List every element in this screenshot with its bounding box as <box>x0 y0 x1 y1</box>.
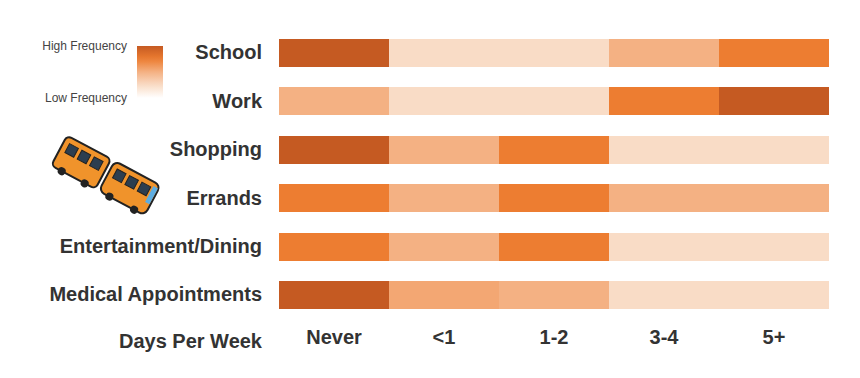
heatmap-cell <box>279 87 390 115</box>
bus-window <box>137 182 151 196</box>
bus-car <box>51 136 111 189</box>
heatmap-cell <box>279 184 390 212</box>
heatmap-cell <box>719 87 829 115</box>
heatmap-cell <box>719 39 829 67</box>
bus-window <box>125 176 139 190</box>
bus-window <box>90 157 104 171</box>
heatmap-cell <box>279 136 390 164</box>
bus-window <box>113 169 127 183</box>
y-tick: Shopping <box>170 138 262 160</box>
x-tick: 1-2 <box>540 326 569 348</box>
x-tick-label: <1 <box>433 326 456 348</box>
heatmap-cell <box>719 281 829 309</box>
x-tick: 3-4 <box>650 326 680 348</box>
x-tick-label: Never <box>306 326 362 348</box>
heatmap-cell <box>389 136 500 164</box>
heatmap-cell <box>499 136 610 164</box>
y-tick-label: Shopping <box>170 138 262 160</box>
heatmap-cell <box>279 39 390 67</box>
chart: School Work Shopping Errands Entertainment/D… <box>0 0 860 378</box>
colorbar-tick: Low Frequency <box>45 91 127 105</box>
bus-window <box>77 150 91 164</box>
y-tick-label: Medical Appointments <box>49 283 262 305</box>
y-tick: Work <box>212 90 263 112</box>
x-tick: <1 <box>433 326 456 348</box>
x-tick-label: 1-2 <box>540 326 569 348</box>
y-tick: Errands <box>186 187 262 209</box>
heatmap-cell <box>499 87 610 115</box>
heatmap-cell <box>609 281 720 309</box>
cells <box>279 39 829 309</box>
bus-wheel <box>56 166 67 177</box>
heatmap-cell <box>499 184 610 212</box>
colorbar-label: Low Frequency <box>45 91 127 105</box>
heatmap-cell <box>389 184 500 212</box>
heatmap-cell <box>279 233 390 261</box>
x-tick-label: 5+ <box>763 326 786 348</box>
x-axis-title: Days Per Week <box>119 330 263 352</box>
x-tick: 5+ <box>763 326 786 348</box>
y-tick-label: Errands <box>186 187 262 209</box>
colorbar-label: High Frequency <box>42 39 127 53</box>
heatmap-cell <box>609 184 720 212</box>
heatmap-cell <box>609 39 720 67</box>
x-tick-label: 3-4 <box>650 326 680 348</box>
heatmap-cell <box>499 233 610 261</box>
bus-wheel <box>129 204 140 215</box>
heatmap-cell <box>389 233 500 261</box>
colorbar <box>137 46 163 98</box>
y-tick: School <box>195 41 262 63</box>
colorbar-tick: High Frequency <box>42 39 127 53</box>
y-tick: Medical Appointments <box>49 283 262 305</box>
heatmap-cell <box>389 87 500 115</box>
heatmap-cell <box>719 233 829 261</box>
heatmap-cell <box>609 87 720 115</box>
x-tick: Never <box>306 326 362 348</box>
x-axis: Never <1 1-2 3-4 5+ <box>306 326 785 348</box>
bus-window <box>65 144 79 158</box>
heatmap-cell <box>389 281 500 309</box>
y-tick: Entertainment/Dining <box>60 235 262 257</box>
heatmap-cell <box>609 136 720 164</box>
heatmap-cell <box>499 281 610 309</box>
heatmap-cell <box>719 184 829 212</box>
heatmap-cell <box>499 39 610 67</box>
bus-icon <box>49 136 160 219</box>
y-tick-label: School <box>195 41 262 63</box>
heatmap-cell <box>279 281 390 309</box>
heatmap-cell <box>389 39 500 67</box>
y-tick-label: Work <box>212 90 263 112</box>
bus-car <box>99 161 161 215</box>
heatmap-cell <box>719 136 829 164</box>
bus-windshield <box>145 186 158 204</box>
bus-wheel <box>104 191 115 202</box>
colorbar-axis: High Frequency Low Frequency <box>42 39 127 105</box>
y-tick-label: Entertainment/Dining <box>60 235 262 257</box>
heatmap-cell <box>609 233 720 261</box>
y-axis: School Work Shopping Errands Entertainment/D… <box>49 41 262 305</box>
bus-wheel <box>79 178 90 189</box>
